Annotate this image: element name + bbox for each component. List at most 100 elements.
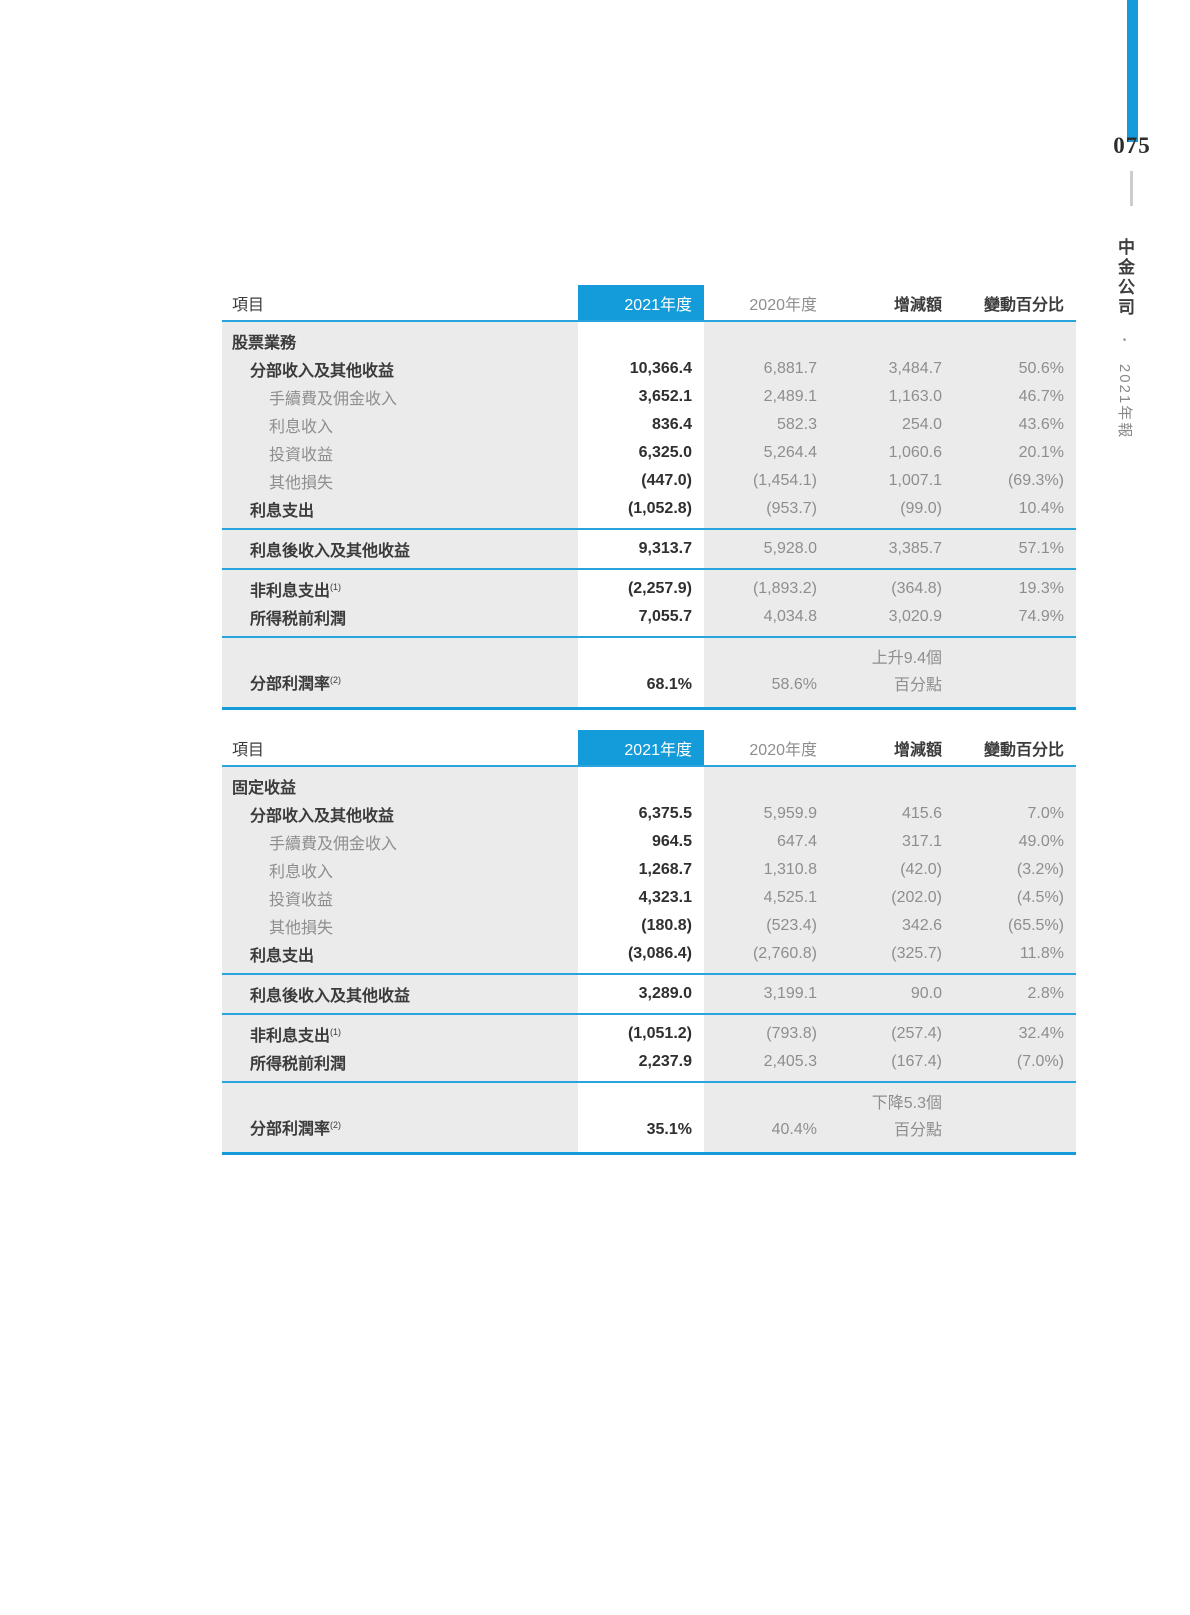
row-label-text: 分部利潤率 (250, 1121, 331, 1138)
row-label-text: 分部收入及其他收益 (250, 808, 395, 825)
cell-2020: 647.4 (776, 833, 817, 850)
row-divider (222, 1081, 1076, 1083)
row-label: 投資收益 (222, 441, 578, 465)
row-label: 固定收益 (222, 774, 578, 798)
table-row: 其他損失 (180.8) (523.4) 342.6 (65.5%) (222, 912, 1076, 940)
row-label: 手續費及佣金收入 (222, 830, 578, 854)
table-row: 利息收入 1,268.7 1,310.8 (42.0) (3.2%) (222, 856, 1076, 884)
cell-change-pct: 57.1% (1018, 540, 1064, 557)
table-row: 所得税前利潤 7,055.7 4,034.8 3,020.9 74.9% (222, 603, 1076, 631)
cell-change: (167.4) (891, 1053, 942, 1070)
cell-2020: (523.4) (766, 917, 817, 934)
table-row: 所得税前利潤 2,237.9 2,405.3 (167.4) (7.0%) (222, 1048, 1076, 1076)
row-label: 分部利潤率(2) (222, 671, 578, 699)
cell-change: (257.4) (891, 1025, 942, 1042)
row-label-text: 股票業務 (232, 335, 297, 352)
col-header-change-pct: 變動百分比 (983, 296, 1064, 314)
col-header-change: 增減額 (893, 741, 942, 759)
table-row: 非利息支出(1) (2,257.9) (1,893.2) (364.8) 19.3% (222, 575, 1076, 603)
row-label-text: 利息後收入及其他收益 (250, 988, 411, 1005)
change-line-2: 百分點 (893, 677, 942, 694)
row-label-text: 利息支出 (250, 503, 315, 520)
tables-container: 項目 2021年度 2020年度 增減額 變動百分比 股票業務 分部收入及其他收益 10,36… (222, 285, 1076, 1155)
cell-change-pct: 32.4% (1018, 1025, 1064, 1042)
cell-2021: 4,323.1 (638, 889, 692, 906)
table-row: 利息支出 (1,052.8) (953.7) (99.0) 10.4% (222, 495, 1076, 523)
row-label-text: 所得税前利潤 (250, 611, 347, 628)
cell-2020: (2,760.8) (752, 945, 817, 962)
cell-2021: 35.1% (646, 1121, 692, 1138)
row-label: 利息支出 (222, 497, 578, 521)
cell-2020: 40.4% (771, 1121, 817, 1138)
footnote-marker: (1) (330, 1027, 342, 1037)
cell-2021: (1,052.8) (627, 500, 692, 517)
table-row: 利息後收入及其他收益 3,289.0 3,199.1 90.0 2.8% (222, 980, 1076, 1008)
row-label-text: 所得税前利潤 (250, 1056, 347, 1073)
row-label: 其他損失 (222, 914, 578, 938)
cell-2020: 58.6% (771, 676, 817, 693)
cell-2021: 68.1% (646, 676, 692, 693)
row-divider (222, 528, 1076, 530)
row-label-text: 分部收入及其他收益 (250, 363, 395, 380)
footnote-marker: (1) (330, 582, 342, 592)
change-line-2: 百分點 (893, 1122, 942, 1139)
cell-change-pct: (65.5%) (1007, 917, 1064, 934)
table-row: 投資收益 4,323.1 4,525.1 (202.0) (4.5%) (222, 884, 1076, 912)
cell-change-pct: 46.7% (1018, 388, 1064, 405)
row-divider (222, 636, 1076, 638)
col-header-2021: 2021年度 (578, 730, 704, 765)
cell-change: 317.1 (901, 833, 942, 850)
row-label: 利息支出 (222, 942, 578, 966)
row-label: 非利息支出(1) (222, 1022, 578, 1046)
cell-change: (99.0) (900, 500, 942, 517)
col-header-change-pct: 變動百分比 (983, 741, 1064, 759)
row-label: 利息後收入及其他收益 (222, 982, 578, 1006)
row-label-text: 其他損失 (269, 475, 334, 492)
sidebar-vertical-title: 中金公司 • 2021年報 (1115, 238, 1134, 439)
col-header-2020: 2020年度 (749, 741, 817, 759)
cell-2021: 2,237.9 (638, 1053, 692, 1070)
cell-change: 3,020.9 (888, 608, 942, 625)
row-label-text: 分部利潤率 (250, 676, 331, 693)
cell-2020: (953.7) (766, 500, 817, 517)
cell-change: (325.7) (891, 945, 942, 962)
cell-change-pct: (3.2%) (1016, 861, 1064, 878)
cell-change: 1,060.6 (888, 444, 942, 461)
cell-change-pct: (4.5%) (1016, 889, 1064, 906)
cell-change: 342.6 (901, 917, 942, 934)
cell-2021: 7,055.7 (638, 608, 692, 625)
cell-2021: 6,375.5 (638, 805, 692, 822)
col-header-item: 項目 (232, 741, 265, 759)
current-year-column-highlight (578, 322, 704, 707)
cell-change-pct: 20.1% (1018, 444, 1064, 461)
table-row: 分部利潤率(2) 35.1% 40.4% 下降5.3個百分點 (222, 1088, 1076, 1152)
row-label-text: 投資收益 (269, 892, 334, 909)
col-header-2020: 2020年度 (749, 296, 817, 314)
financial-table-1: 項目 2021年度 2020年度 增減額 變動百分比 股票業務 分部收入及其他收益 10,36… (222, 285, 1076, 710)
cell-change: 3,484.7 (888, 360, 942, 377)
cell-change: 3,385.7 (888, 540, 942, 557)
table-row: 分部收入及其他收益 6,375.5 5,959.9 415.6 7.0% (222, 800, 1076, 828)
row-label: 分部收入及其他收益 (222, 357, 578, 381)
cell-change-pct: 19.3% (1018, 580, 1064, 597)
row-label: 利息收入 (222, 413, 578, 437)
cell-2021: 3,652.1 (638, 388, 692, 405)
row-label-text: 利息收入 (269, 419, 334, 436)
cell-change: (202.0) (891, 889, 942, 906)
cell-2020: 2,405.3 (763, 1053, 817, 1070)
col-header-item: 項目 (232, 296, 265, 314)
footnote-marker: (2) (330, 1120, 342, 1130)
cell-change: 上升9.4個 百分點 (829, 645, 954, 699)
row-label: 利息收入 (222, 858, 578, 882)
col-header-change: 增減額 (893, 296, 942, 314)
page-number: 075 (1113, 133, 1151, 158)
cell-2021: (3,086.4) (627, 945, 692, 962)
change-line-1: 下降5.3個 (871, 1095, 942, 1112)
row-label: 非利息支出(1) (222, 577, 578, 601)
cell-change-pct: (7.0%) (1016, 1053, 1064, 1070)
row-label: 投資收益 (222, 886, 578, 910)
row-label: 所得税前利潤 (222, 1050, 578, 1074)
cell-change-pct: 7.0% (1027, 805, 1064, 822)
cell-2020: 1,310.8 (763, 861, 817, 878)
row-label-text: 利息收入 (269, 864, 334, 881)
